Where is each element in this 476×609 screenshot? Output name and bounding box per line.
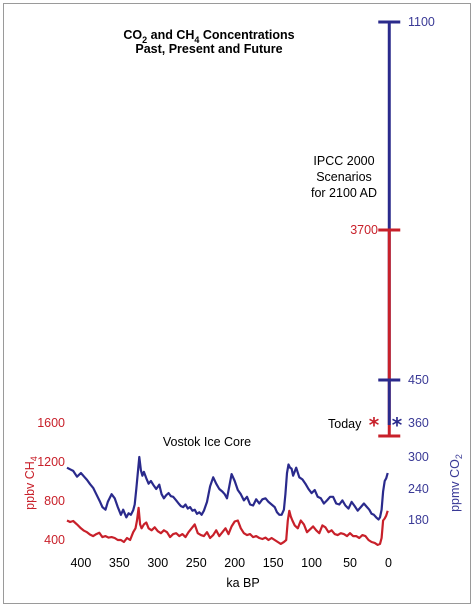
x-tick-label: 400 — [70, 556, 91, 570]
x-tick-label: 350 — [109, 556, 130, 570]
x-tick-label: 200 — [224, 556, 245, 570]
vostok-annotation: Vostok Ice Core — [163, 435, 251, 449]
ipcc-annotation-line3: for 2100 AD — [311, 186, 377, 200]
co2-tick-label: 360 — [408, 416, 429, 430]
ch4-tick-label: 1600 — [37, 416, 65, 430]
co2-series-line — [66, 455, 389, 521]
co2-tick-label: 1100 — [408, 15, 435, 29]
ch4-tick-label: 800 — [44, 494, 65, 508]
co2-tick-label: 450 — [408, 373, 429, 387]
x-axis-label: ka BP — [226, 576, 259, 590]
y-left-axis-label: ppbv CH4 — [23, 456, 39, 510]
co2-tick-label: 180 — [408, 513, 429, 527]
x-tick-label: 250 — [186, 556, 207, 570]
y-right-axis-label: ppmv CO2 — [448, 454, 464, 512]
x-tick-label: 100 — [301, 556, 322, 570]
ch4-tick-label: 1200 — [37, 455, 65, 469]
x-tick-label: 0 — [385, 556, 392, 570]
ch4-today-marker: * — [369, 413, 380, 437]
x-tick-label: 300 — [147, 556, 168, 570]
today-annotation: Today — [328, 417, 362, 431]
ch4-series-line — [66, 506, 389, 547]
ch4-tick-label: 400 — [44, 533, 65, 547]
co2-tick-label: 300 — [408, 450, 429, 464]
ipcc-annotation-line2: Scenarios — [316, 170, 372, 184]
co2-today-marker: * — [392, 413, 403, 437]
ch4-scenario-max-label: 3700 — [350, 223, 378, 237]
ipcc-annotation-line1: IPCC 2000 — [313, 154, 374, 168]
co2-tick-label: 240 — [408, 482, 429, 496]
x-tick-label: 50 — [343, 556, 357, 570]
chart-title-line1: CO2 and CH4 Concentrations — [123, 28, 294, 45]
chart-title-line2: Past, Present and Future — [135, 42, 282, 56]
chart-frame — [3, 3, 471, 604]
x-tick-label: 150 — [263, 556, 284, 570]
